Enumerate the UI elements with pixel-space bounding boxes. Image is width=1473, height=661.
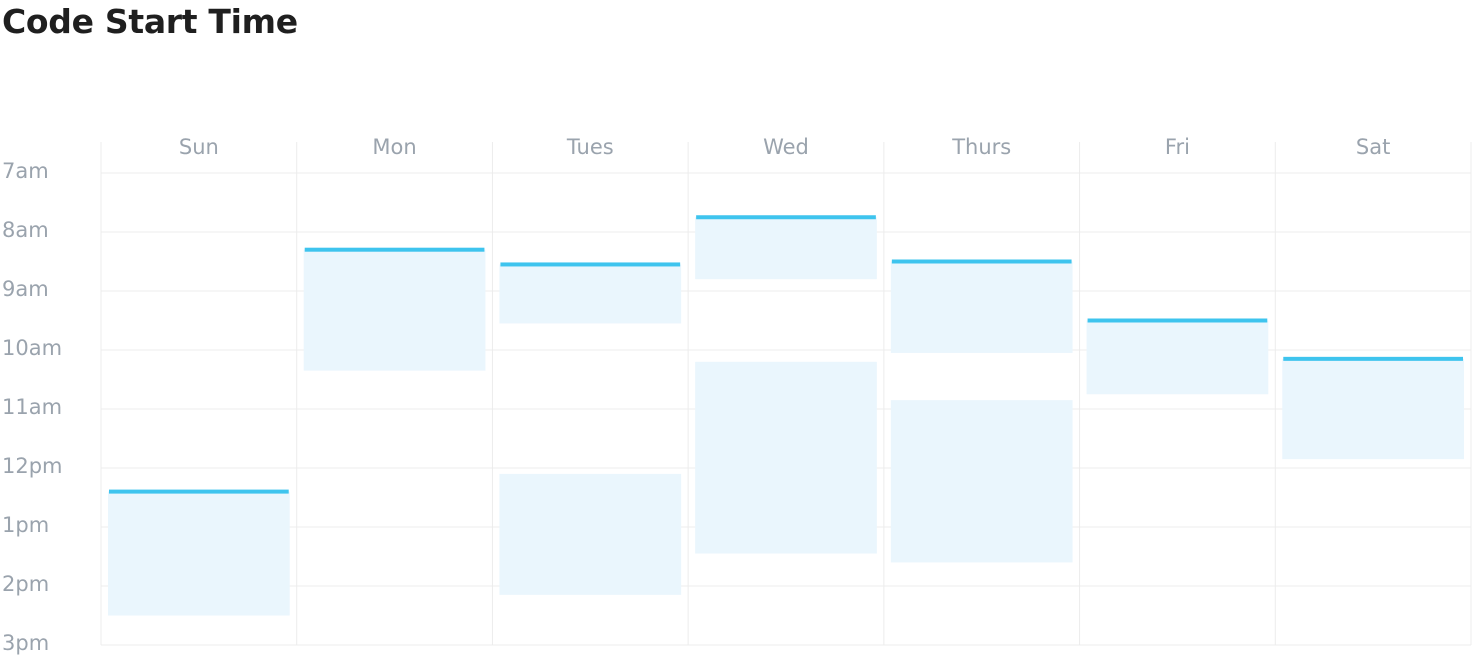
coding-block-thurs[interactable] xyxy=(890,261,1073,353)
hour-label: 3pm xyxy=(2,631,49,655)
start-time-marker-wed xyxy=(696,215,876,220)
day-label-sun: Sun xyxy=(179,135,219,159)
day-label-fri: Fri xyxy=(1165,135,1190,159)
hour-label: 1pm xyxy=(2,513,49,537)
coding-block-sun[interactable] xyxy=(108,491,290,616)
coding-block-thurs[interactable] xyxy=(890,400,1073,563)
day-label-sat: Sat xyxy=(1356,135,1390,159)
coding-block-fri[interactable] xyxy=(1086,320,1269,395)
block-layer xyxy=(108,215,1464,616)
coding-block-sat[interactable] xyxy=(1282,358,1464,460)
start-time-marker-mon xyxy=(304,247,485,252)
label-layer: 7am 8am 9am 10am 11am 12pm 1pm 2pm 3pm Sun Mon Tues… xyxy=(2,135,1390,655)
hour-label: 9am xyxy=(2,277,49,301)
start-time-marker-fri xyxy=(1087,318,1268,323)
hour-label: 11am xyxy=(2,395,62,419)
hour-label: 10am xyxy=(2,336,62,360)
hour-label: 7am xyxy=(2,159,49,183)
coding-block-tues[interactable] xyxy=(499,473,682,595)
day-label-tues: Tues xyxy=(566,135,614,159)
coding-block-wed[interactable] xyxy=(695,361,877,554)
day-label-thurs: Thurs xyxy=(951,135,1011,159)
start-time-marker-sat xyxy=(1283,356,1463,361)
coding-block-mon[interactable] xyxy=(303,249,486,371)
day-label-mon: Mon xyxy=(372,135,416,159)
start-time-marker-thurs xyxy=(891,259,1072,264)
start-time-marker-tues xyxy=(500,262,681,267)
hour-label: 12pm xyxy=(2,454,63,478)
day-label-wed: Wed xyxy=(763,135,809,159)
page-title: Code Start Time xyxy=(2,2,298,41)
coding-block-tues[interactable] xyxy=(499,264,682,324)
coding-block-wed[interactable] xyxy=(695,217,877,280)
hour-label: 2pm xyxy=(2,572,49,596)
hour-label: 8am xyxy=(2,218,49,242)
start-time-marker-sun xyxy=(109,489,289,494)
